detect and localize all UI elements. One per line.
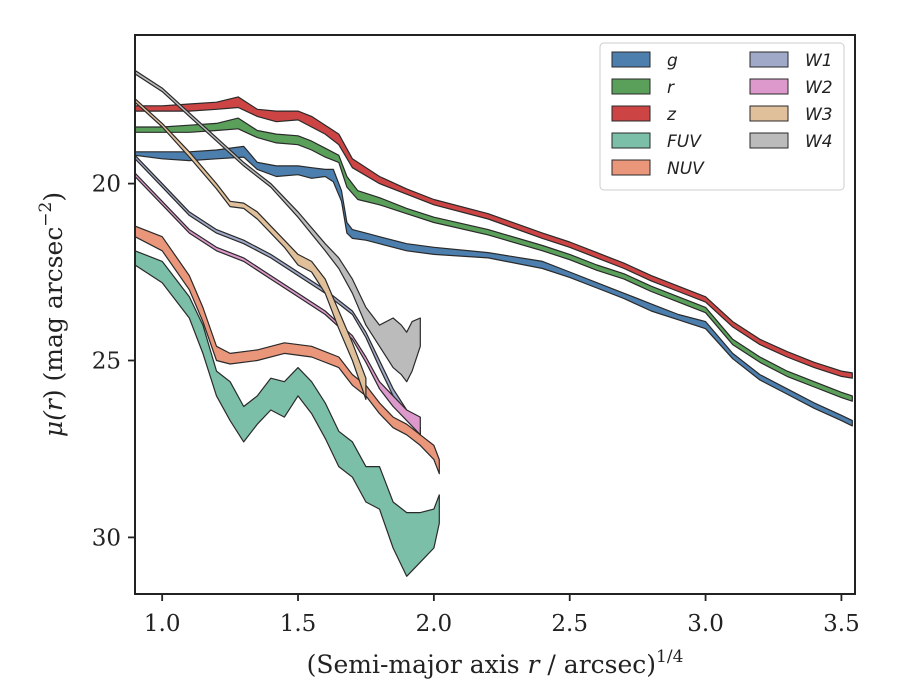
- ticks-layer: 1.0 1.5 2.0 2.5 3.0 3.5 20 25 30: [92, 172, 860, 637]
- legend-label-fuv: FUV: [667, 132, 702, 152]
- legend-swatch-g: [611, 51, 651, 68]
- legend-label-w2: W2: [805, 78, 833, 98]
- legend-swatch-nuv: [611, 159, 651, 176]
- y-tick-label: 25: [92, 348, 121, 374]
- x-tick-label: 1.5: [280, 611, 317, 637]
- x-axis-title-pre: (Semi-major axis: [307, 650, 528, 679]
- x-axis-title-var: r: [528, 650, 542, 679]
- series-band-w4: [135, 69, 421, 383]
- y-axis-title-post: ) (mag arcsec: [39, 227, 68, 400]
- x-axis-title-sup: 1/4: [656, 647, 683, 667]
- legend-label-w1: W1: [805, 51, 833, 71]
- x-axis-title: (Semi-major axis r / arcsec)1/4: [307, 647, 684, 679]
- legend-swatch-w3: [749, 105, 789, 122]
- series-band-w3: [135, 98, 367, 400]
- legend-label-z: z: [666, 105, 677, 125]
- x-tick-label: 2.5: [551, 611, 588, 637]
- series-band-g: [135, 145, 853, 427]
- x-tick-label: 3.0: [687, 611, 724, 637]
- legend-label-nuv: NUV: [667, 159, 705, 179]
- y-tick-label: 30: [92, 525, 121, 551]
- y-axis-title-var: r: [39, 397, 68, 411]
- legend-label-r: r: [667, 78, 675, 98]
- series-band-w2: [135, 172, 421, 436]
- legend-swatch-w2: [749, 78, 789, 95]
- legend-swatch-fuv: [611, 132, 651, 149]
- series-band-nuv: [135, 225, 440, 475]
- x-tick-label: 3.5: [823, 611, 860, 637]
- plot-frame: [134, 34, 856, 595]
- y-axis-title-close: ): [39, 192, 68, 202]
- y-tick-label: 20: [92, 172, 121, 198]
- x-axis-title-post: / arcsec): [539, 650, 656, 679]
- legend-swatch-z: [611, 105, 651, 122]
- y-axis-title-sup: −2: [36, 202, 56, 227]
- series-band-z: [135, 96, 853, 379]
- legend-label-g: g: [667, 51, 678, 71]
- legend-label-w4: W4: [805, 132, 833, 152]
- legend-label-w3: W3: [805, 105, 833, 125]
- y-axis-title: μ(r) (mag arcsec−2): [36, 192, 68, 437]
- legend-swatch-r: [611, 78, 651, 95]
- x-tick-label: 2.0: [416, 611, 453, 637]
- legend-swatch-w4: [749, 132, 789, 149]
- series-band-r: [135, 117, 853, 402]
- legend-swatch-w1: [749, 51, 789, 68]
- series-band-fuv: [135, 250, 440, 577]
- legend: grz FUV NUV W1 W2 W3 W4: [599, 42, 845, 191]
- y-axis-title-mu: μ(: [39, 410, 68, 437]
- x-tick-label: 1.0: [144, 611, 181, 637]
- series-layer: [135, 69, 853, 577]
